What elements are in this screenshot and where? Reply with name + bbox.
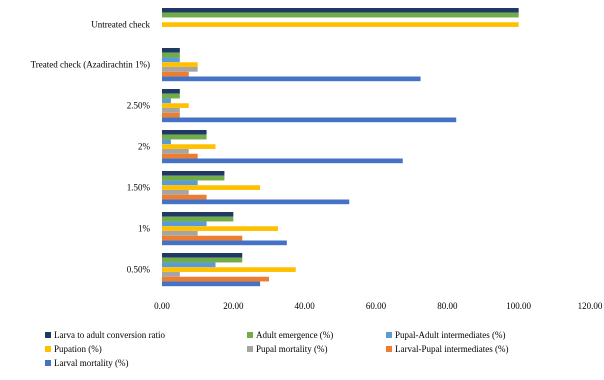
x-tick-label: 40.00 [295, 301, 316, 311]
legend-swatch [386, 332, 392, 338]
x-tick-label: 60.00 [366, 301, 387, 311]
legend-label: Larval mortality (%) [54, 358, 128, 368]
bar [162, 134, 207, 140]
bar [162, 199, 350, 205]
bar [162, 235, 243, 241]
bar [162, 98, 171, 104]
category-label: 2.50% [127, 101, 151, 111]
x-tick-label: 20.00 [223, 301, 244, 311]
x-tick-label: 0.00 [154, 301, 170, 311]
bar [162, 272, 180, 277]
legend-swatch [45, 346, 51, 352]
legend-label: Larva to adult conversion ratio [54, 330, 165, 340]
legend-swatch [45, 360, 51, 366]
bar [162, 267, 296, 272]
bar [162, 144, 216, 149]
bar [162, 8, 519, 13]
bar [162, 57, 180, 63]
bar [162, 221, 207, 227]
bar [162, 93, 180, 99]
category-label: Untreated check [91, 20, 150, 30]
category-label: 1% [138, 224, 151, 234]
bar [162, 112, 180, 118]
legend-label: Pupal mortality (%) [256, 344, 328, 354]
bar [162, 149, 189, 154]
bar [162, 216, 234, 222]
bar [162, 226, 278, 231]
legend-label: Adult emergence (%) [256, 330, 333, 340]
bar [162, 22, 519, 27]
bar [162, 103, 189, 108]
legend-label: Pupation (%) [54, 344, 102, 354]
bar [162, 130, 207, 135]
bar [162, 158, 403, 164]
bar [162, 190, 189, 195]
category-label: 0.50% [127, 265, 151, 275]
bar [162, 62, 198, 67]
legend-swatch [247, 332, 253, 338]
bar [162, 67, 198, 72]
category-label: Treated check (Azadirachtin 1%) [31, 60, 150, 70]
bar [162, 153, 198, 159]
bar [162, 139, 171, 145]
bar [162, 175, 225, 181]
category-label: 2% [138, 142, 151, 152]
bar [162, 52, 180, 58]
bar [162, 12, 519, 18]
bar [162, 89, 180, 94]
bar [162, 71, 189, 77]
bar [162, 76, 421, 82]
bar [162, 240, 287, 246]
bar [162, 48, 180, 53]
legend-label: Pupal-Adult intermediates (%) [395, 330, 505, 340]
bar [162, 276, 269, 282]
legend-swatch [45, 332, 51, 338]
bar [162, 194, 207, 200]
legend-swatch [386, 346, 392, 352]
category-label: 1.50% [127, 183, 151, 193]
x-tick-label: 80.00 [437, 301, 458, 311]
bar [162, 262, 216, 268]
bar [162, 212, 234, 217]
legend-label: Larval-Pupal intermediates (%) [395, 344, 508, 354]
bar [162, 231, 198, 236]
bar [162, 253, 243, 258]
bar [162, 180, 198, 186]
legend-swatch [247, 346, 253, 352]
bar [162, 108, 180, 113]
bar [162, 171, 225, 176]
bar [162, 257, 243, 263]
x-tick-label: 120.00 [578, 301, 603, 311]
x-tick-label: 100.00 [506, 301, 531, 311]
bar [162, 117, 457, 123]
bar [162, 281, 261, 287]
bar [162, 185, 261, 190]
